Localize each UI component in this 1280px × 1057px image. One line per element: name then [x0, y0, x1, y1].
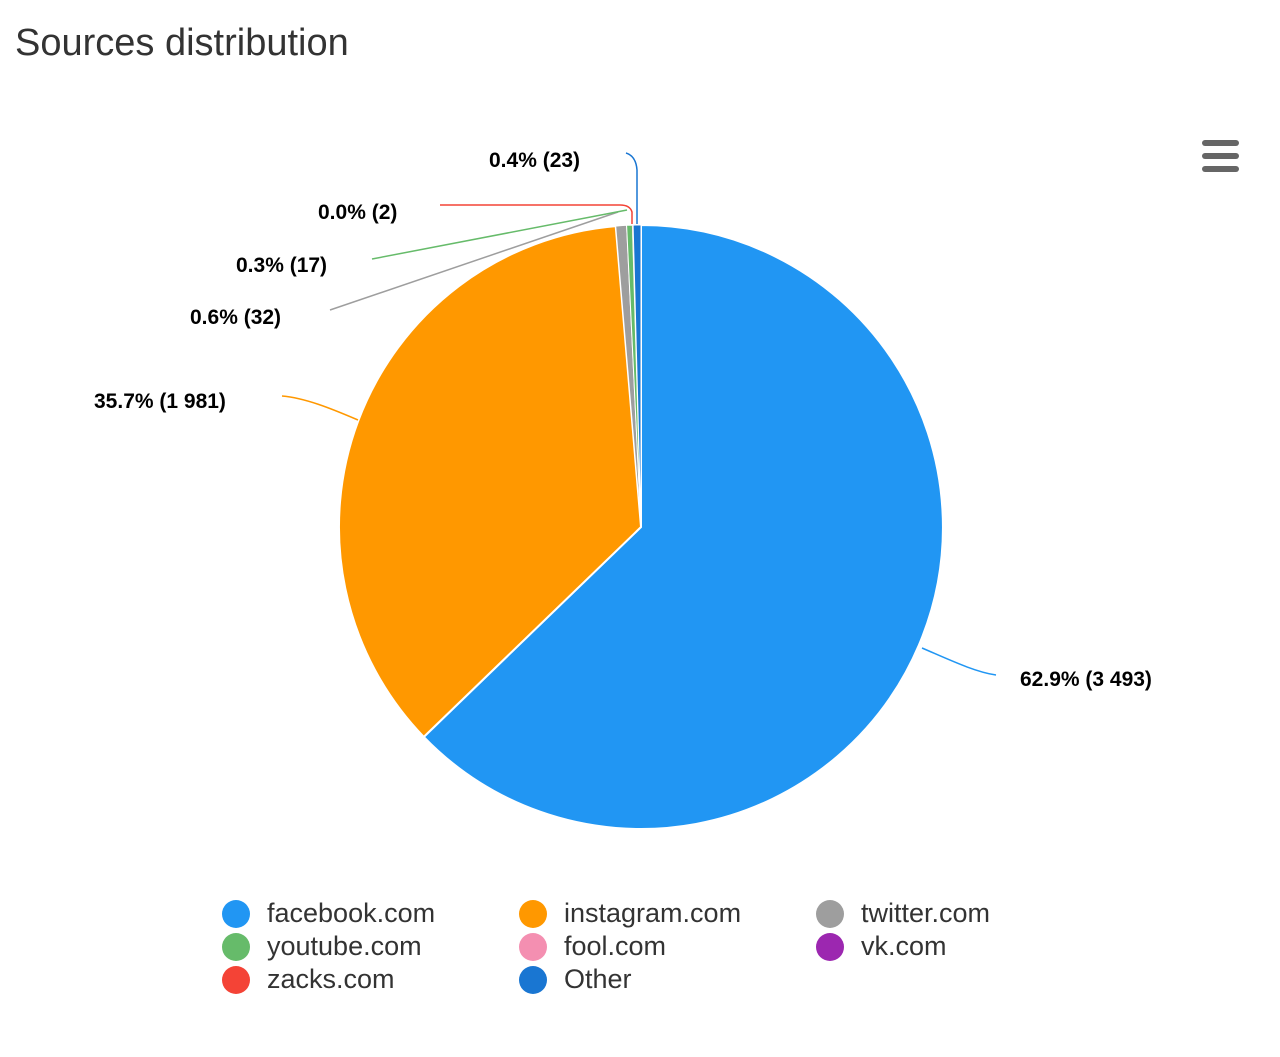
legend-label: vk.com — [861, 931, 947, 961]
hamburger-menu-icon[interactable] — [1198, 138, 1244, 176]
legend-dot-icon — [816, 899, 844, 928]
legend-label: youtube.com — [267, 931, 422, 961]
legend-dot-icon — [222, 899, 250, 928]
label-twitter: 0.6% (32) — [190, 306, 281, 329]
label-facebook: 62.9% (3 493) — [1020, 668, 1152, 691]
slice-other[interactable] — [632, 224, 642, 528]
legend-dot-icon — [519, 932, 547, 961]
legend-item-other[interactable]: Other — [519, 963, 632, 996]
connector-instagram — [281, 395, 359, 421]
legend-dot-icon — [519, 899, 547, 928]
legend-dot-icon — [816, 932, 844, 961]
slice-facebook[interactable] — [422, 223, 944, 830]
label-other: 0.4% (23) — [489, 149, 580, 172]
legend-dot-icon — [222, 965, 250, 994]
connector-youtube — [371, 209, 628, 260]
connector-zacks — [440, 204, 633, 224]
legend-item-youtube[interactable]: youtube.com — [222, 930, 422, 963]
legend-item-facebook[interactable]: facebook.com — [222, 897, 435, 930]
legend-label: instagram.com — [564, 898, 742, 928]
label-zacks: 0.0% (2) — [318, 201, 397, 224]
connector-other — [625, 152, 638, 224]
legend-dot-icon — [519, 965, 547, 994]
chart-title: Sources distribution — [15, 22, 349, 64]
label-instagram: 35.7% (1 981) — [94, 390, 226, 413]
legend-item-fool[interactable]: fool.com — [519, 930, 666, 963]
legend-item-instagram[interactable]: instagram.com — [519, 897, 741, 930]
legend-label: Other — [564, 964, 632, 994]
legend-item-twitter[interactable]: twitter.com — [816, 897, 990, 930]
connector-facebook — [921, 647, 997, 676]
legend-label: zacks.com — [267, 964, 395, 994]
label-youtube: 0.3% (17) — [236, 254, 327, 277]
legend-label: twitter.com — [861, 898, 991, 928]
connector-twitter — [329, 211, 619, 311]
legend-label: fool.com — [564, 931, 667, 961]
legend-item-zacks[interactable]: zacks.com — [222, 963, 395, 996]
slice-instagram[interactable] — [338, 225, 643, 739]
legend-dot-icon — [222, 932, 250, 961]
legend-item-vk[interactable]: vk.com — [816, 930, 947, 963]
legend-label: facebook.com — [267, 898, 436, 928]
